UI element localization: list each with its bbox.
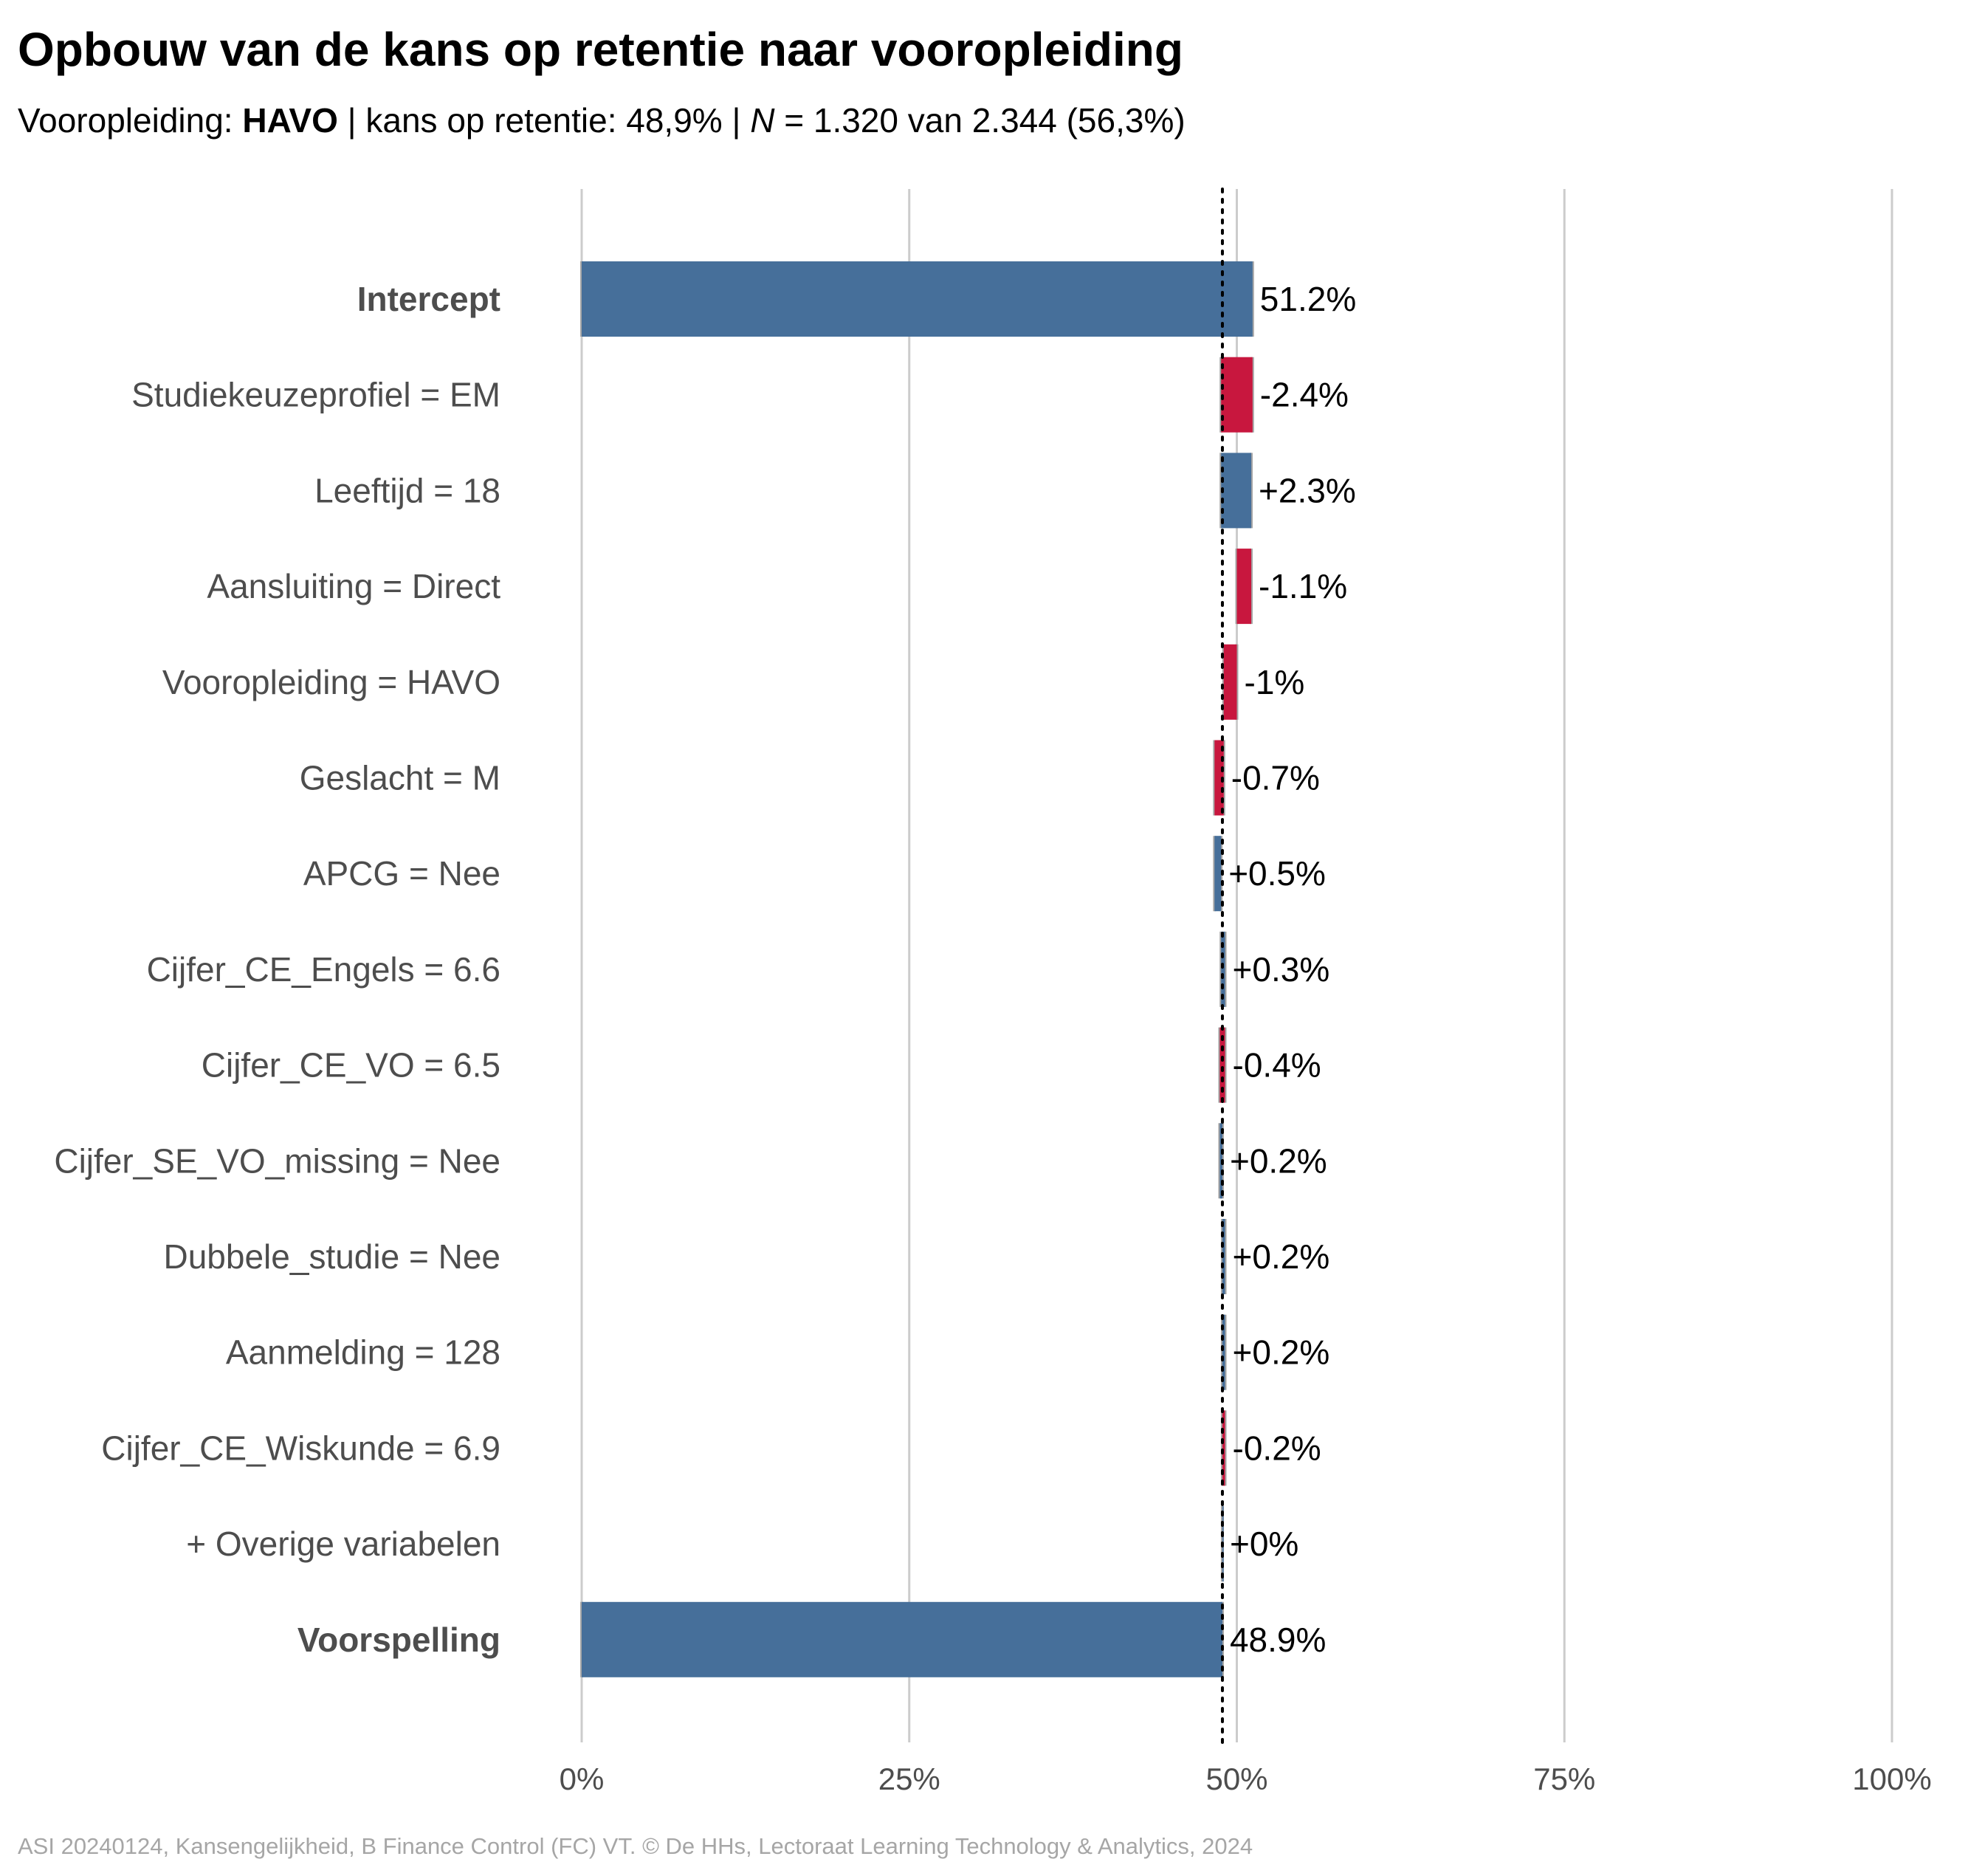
category-label: Cijfer_CE_Wiskunde = 6.9 xyxy=(101,1429,500,1467)
value-label: -0.7% xyxy=(1231,759,1320,797)
x-tick-label: 0% xyxy=(560,1762,605,1796)
bar xyxy=(1214,836,1222,912)
bar xyxy=(1222,1410,1225,1486)
subtitle-prefix: Vooropleiding: xyxy=(18,101,243,140)
category-label: Cijfer_CE_VO = 6.5 xyxy=(202,1046,500,1085)
value-label: +0.3% xyxy=(1233,950,1330,989)
bar xyxy=(1221,931,1225,1007)
subtitle-n-symbol: N xyxy=(750,101,775,140)
value-label: +0.2% xyxy=(1233,1237,1330,1276)
category-label: Leeftijd = 18 xyxy=(314,471,500,509)
bar xyxy=(1222,1314,1225,1390)
bar xyxy=(1236,549,1252,625)
category-label: Studiekeuzeprofiel = EM xyxy=(131,376,500,414)
bar xyxy=(1223,644,1237,720)
x-tick-label: 75% xyxy=(1533,1762,1595,1796)
bar xyxy=(1221,453,1252,529)
x-axis: 0% 25% 50% 75% 100% xyxy=(560,1762,1932,1796)
value-label: +0.2% xyxy=(1230,1141,1327,1180)
value-label: 51.2% xyxy=(1260,280,1356,318)
subtitle-mid: | kans op retentie: 48,9% | xyxy=(337,101,751,140)
category-label: Geslacht = M xyxy=(300,759,500,797)
value-label: 48.9% xyxy=(1230,1621,1326,1659)
category-label: Aanmelding = 128 xyxy=(226,1333,500,1372)
category-label: Cijfer_SE_VO_missing = Nee xyxy=(54,1141,500,1180)
subtitle-suffix: = 1.320 van 2.344 (56,3%) xyxy=(774,101,1186,140)
x-tick-label: 100% xyxy=(1852,1762,1931,1796)
category-label: Voorspelling xyxy=(297,1621,500,1659)
category-label: Vooropleiding = HAVO xyxy=(162,663,500,701)
value-label: +2.3% xyxy=(1259,471,1356,509)
category-label: Aansluiting = Direct xyxy=(207,567,500,605)
value-label: -1.1% xyxy=(1259,567,1347,605)
x-tick-label: 50% xyxy=(1205,1762,1267,1796)
value-label: +0% xyxy=(1230,1525,1298,1563)
value-label: -1% xyxy=(1245,663,1305,701)
category-label: Cijfer_CE_Engels = 6.6 xyxy=(147,950,500,989)
subtitle-group: HAVO xyxy=(242,101,338,140)
labels: Intercept 51.2% Studiekeuzeprofiel = EM -2.… xyxy=(54,280,1356,1659)
category-label: APCG = Nee xyxy=(303,854,500,893)
bar xyxy=(582,261,1253,337)
x-tick-label: 25% xyxy=(878,1762,940,1796)
chart-caption: ASI 20240124, Kansengelijkheid, B Financ… xyxy=(18,1833,1253,1859)
bar xyxy=(582,1601,1222,1677)
gridlines xyxy=(580,189,1893,1742)
chart-title: Opbouw van de kans op retentie naar voor… xyxy=(18,23,1183,76)
category-label: Dubbele_studie = Nee xyxy=(164,1237,501,1276)
value-label: +0.2% xyxy=(1233,1333,1330,1372)
bar xyxy=(1219,1027,1225,1103)
value-label: +0.5% xyxy=(1228,854,1326,893)
bar xyxy=(1221,357,1253,433)
value-label: -2.4% xyxy=(1260,376,1349,414)
value-label: -0.4% xyxy=(1233,1046,1321,1085)
bars xyxy=(580,261,1254,1677)
category-label: Intercept xyxy=(357,280,500,318)
chart-subtitle: Vooropleiding: HAVO | kans op retentie: … xyxy=(18,100,1186,140)
category-label: + Overige variabelen xyxy=(186,1525,500,1563)
value-label: -0.2% xyxy=(1233,1429,1321,1467)
